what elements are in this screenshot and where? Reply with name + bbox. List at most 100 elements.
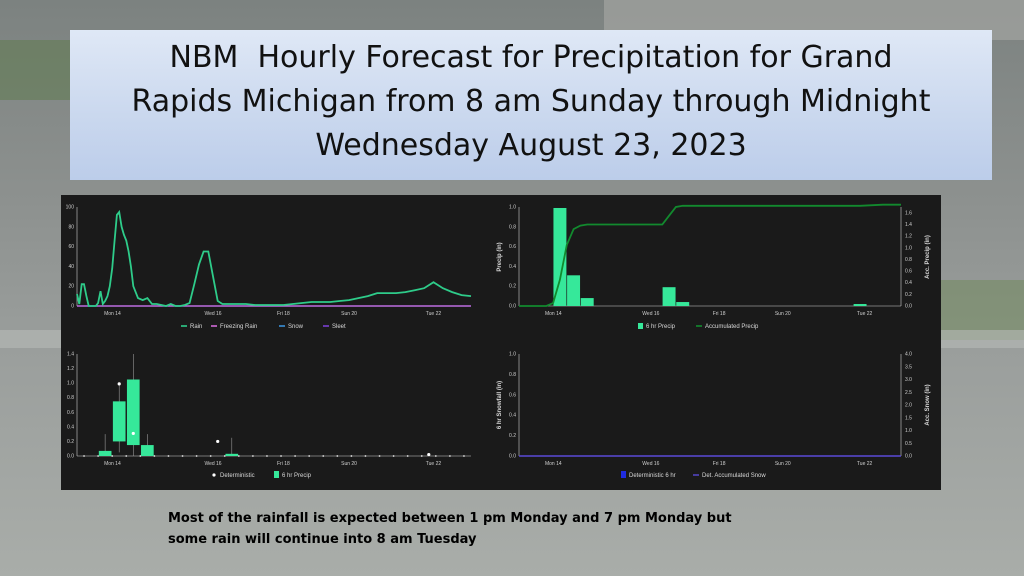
chart3-zero-marker: [378, 455, 381, 457]
chart4-y-tick-label: 0.8: [509, 372, 516, 378]
chart3-x-tick-label: Wed 16: [204, 461, 221, 467]
chart1-x-tick-label: Mon 14: [104, 311, 121, 317]
chart4-y-tick-label: 1.0: [509, 352, 516, 358]
chart2-precip-bar: [853, 304, 867, 306]
chart2-accumulated-line: [519, 203, 901, 307]
chart1-legend-label: Rain: [190, 324, 202, 330]
chart4-y2-tick-label: 2.5: [905, 390, 912, 396]
chart2-legend-label: 6 hr Precip: [646, 324, 676, 330]
chart4-y-tick-label: 0.0: [509, 454, 516, 460]
chart1-series-rain: [76, 209, 472, 307]
chart1-y-tick-label: 40: [68, 264, 74, 270]
chart2-y2-tick-label: 1.2: [905, 234, 912, 240]
chart1-x-tick-label: Fri 18: [277, 311, 290, 317]
chart3-zero-marker: [209, 455, 212, 457]
chart2-x-tick-label: Mon 14: [545, 311, 562, 317]
chart2-y2-tick-label: 0.4: [905, 280, 912, 286]
chart1-legend-label: Sleet: [332, 324, 346, 330]
chart1-legend-label: Snow: [288, 324, 304, 330]
chart4-y-tick-label: 0.2: [509, 433, 516, 439]
chart4-y2-tick-label: 1.0: [905, 428, 912, 434]
chart1-legend-label: Freezing Rain: [220, 324, 257, 330]
chart3-zero-marker: [111, 455, 114, 457]
chart4-y2-tick-label: 2.0: [905, 403, 912, 409]
forecast-charts-panel: 0 20 40 60 80 100 Mon 14 Wed 16 Fri 18 Sun 20 Tue …: [61, 195, 941, 490]
chart4-legend-swatch-bar: [621, 471, 626, 478]
chart1-y-tick-label: 60: [68, 244, 74, 250]
chart1-y-tick-label: 100: [66, 205, 75, 211]
chart3-zero-marker: [392, 455, 395, 457]
chart3-box: [225, 453, 239, 456]
chart4-x-tick-label: Fri 18: [713, 461, 726, 467]
chart2-legend-label: Accumulated Precip: [705, 324, 759, 330]
chart3-y-tick-label: 1.4: [67, 352, 74, 358]
chart3-legend-label: Deterministic: [220, 473, 255, 479]
chart3-zero-marker: [266, 455, 268, 457]
chart3-zero-marker: [97, 455, 100, 457]
chart1-y-tick-label: 80: [68, 224, 74, 230]
chart2-y2-tick-label: 0.2: [905, 292, 912, 298]
title-line-1: NBM Hourly Forecast for Precipitation fo…: [169, 40, 893, 75]
chart1-x-tick-label: Tue 22: [426, 311, 442, 317]
chart2-y2-tick-label: 0.8: [905, 257, 912, 263]
chart2-y2-tick-label: 1.0: [905, 245, 912, 251]
chart3-y-tick-label: 0.2: [67, 439, 74, 445]
chart2-y-tick-label: 0.4: [509, 264, 516, 270]
chart3-zero-marker: [350, 455, 353, 457]
background-grass-left: [0, 40, 80, 100]
chart4-y2-tick-label: 1.5: [905, 415, 912, 421]
chart3-zero-marker: [280, 455, 282, 457]
chart2-y2-tick-label: 1.6: [905, 210, 912, 216]
chart4-y2-axis-label: Acc. Snow (in): [925, 384, 931, 425]
chart3-zero-marker: [139, 455, 142, 457]
chart3-zero-marker: [448, 455, 451, 457]
chart2-precip-bar: [567, 275, 581, 306]
chart2-y-tick-label: 0.0: [509, 304, 516, 310]
caption-line-1: Most of the rainfall is expected between…: [168, 511, 732, 526]
title-line-3: Wednesday August 23, 2023: [315, 128, 747, 163]
chart2-precip-bar: [553, 207, 567, 306]
chart3-zero-marker: [322, 455, 325, 457]
chart3-zero-marker: [434, 455, 437, 457]
chart2-y-tick-label: 1.0: [509, 205, 516, 211]
chart2-legend-swatch-bar: [638, 323, 643, 329]
chart2-x-tick-label: Tue 22: [857, 311, 873, 317]
chart2-y-axis-label: Precip (in): [497, 242, 503, 271]
chart2-x-tick-label: Wed 16: [642, 311, 659, 317]
chart3-x-tick-label: Sun 20: [341, 461, 357, 467]
chart4-y-axis-label: 6 hr Snowfall (in): [497, 381, 503, 429]
chart3-legend-swatch-point: [212, 473, 216, 477]
chart3-deterministic-point: [117, 382, 121, 386]
chart3-deterministic-point: [216, 439, 220, 444]
chart1-y-tick-label: 0: [71, 304, 74, 310]
chart3-y-tick-label: 0.6: [67, 410, 74, 416]
chart2-y-tick-label: 0.2: [509, 284, 516, 290]
chart3-legend-swatch-bar: [274, 471, 279, 478]
chart3-zero-marker: [153, 455, 156, 457]
chart4-y2-tick-label: 4.0: [905, 352, 912, 358]
caption: Most of the rainfall is expected between…: [168, 508, 888, 550]
chart2-precip-bar: [662, 287, 676, 306]
chart3-zero-marker: [364, 455, 367, 457]
chart3-y-tick-label: 0.4: [67, 424, 74, 430]
chart3-legend-label: 6 hr Precip: [282, 473, 312, 479]
chart3-y-tick-label: 0.8: [67, 395, 74, 401]
chart3-zero-marker: [237, 455, 240, 457]
chart1-y-tick-label: 20: [68, 284, 74, 290]
chart4-y-tick-label: 0.6: [509, 392, 516, 398]
chart4-legend-label: Det. Accumulated Snow: [702, 473, 766, 479]
title-line-2: Rapids Michigan from 8 am Sunday through…: [131, 84, 931, 119]
chart3-zero-marker: [463, 455, 465, 457]
chart2-x-tick-label: Sun 20: [775, 311, 791, 317]
chart2-y2-axis-label: Acc. Precip (in): [925, 235, 931, 279]
chart4-y-tick-label: 0.4: [509, 413, 516, 419]
chart3-box: [112, 401, 126, 442]
chart3-zero-marker: [125, 455, 128, 457]
chart1-x-tick-label: Sun 20: [341, 311, 357, 317]
chart1-x-tick-label: Wed 16: [204, 311, 221, 317]
chart2-y2-tick-label: 0.6: [905, 269, 912, 275]
chart3-zero-marker: [223, 455, 226, 457]
chart3-zero-marker: [251, 455, 254, 457]
chart3-zero-marker: [195, 455, 198, 457]
chart3-y-tick-label: 1.2: [67, 366, 74, 372]
